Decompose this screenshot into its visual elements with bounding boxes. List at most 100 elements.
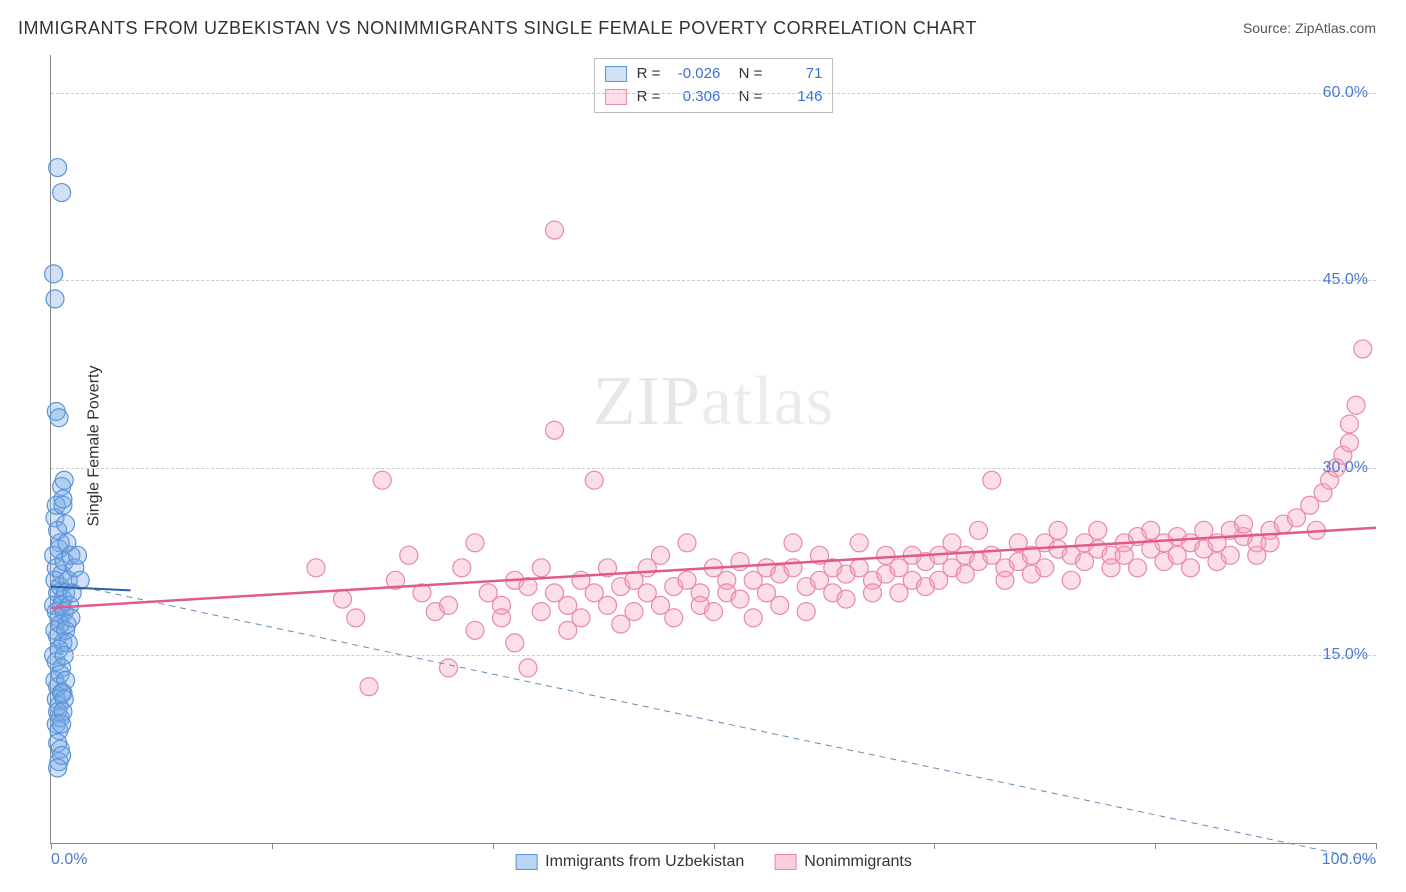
data-point <box>771 596 789 614</box>
data-point <box>50 409 68 427</box>
data-point <box>1049 521 1067 539</box>
x-tick <box>714 843 715 849</box>
data-point <box>347 609 365 627</box>
data-point <box>1221 546 1239 564</box>
data-point <box>1341 434 1359 452</box>
data-point <box>705 603 723 621</box>
data-point <box>599 596 617 614</box>
legend-item-1: Nonimmigrants <box>774 853 912 871</box>
data-point <box>1235 515 1253 533</box>
legend-row-series-0: R = -0.026 N = 71 <box>605 63 823 86</box>
r-value-1: 0.306 <box>670 86 720 109</box>
series-legend: Immigrants from Uzbekistan Nonimmigrants <box>515 853 912 871</box>
data-point <box>797 603 815 621</box>
data-point <box>864 584 882 602</box>
data-point <box>1261 534 1279 552</box>
r-value-0: -0.026 <box>670 63 720 86</box>
data-point <box>493 609 511 627</box>
data-point <box>532 603 550 621</box>
n-label: N = <box>730 63 762 86</box>
data-point <box>506 634 524 652</box>
data-point <box>53 184 71 202</box>
data-point <box>625 603 643 621</box>
data-point <box>49 759 67 777</box>
data-point <box>1182 559 1200 577</box>
data-point <box>69 546 87 564</box>
data-point <box>466 534 484 552</box>
data-point <box>546 221 564 239</box>
r-label: R = <box>637 63 661 86</box>
data-point <box>665 609 683 627</box>
chart-title: IMMIGRANTS FROM UZBEKISTAN VS NONIMMIGRA… <box>18 18 977 39</box>
data-point <box>46 290 64 308</box>
data-point <box>585 471 603 489</box>
data-point <box>1036 559 1054 577</box>
x-tick <box>1376 843 1377 849</box>
y-tick-label: 15.0% <box>1323 646 1368 664</box>
scatter-plot-svg <box>51 55 1376 843</box>
data-point <box>55 471 73 489</box>
data-point <box>53 715 71 733</box>
gridline <box>51 468 1376 469</box>
y-tick-label: 30.0% <box>1323 459 1368 477</box>
data-point <box>1089 521 1107 539</box>
data-point <box>1129 559 1147 577</box>
data-point <box>1341 415 1359 433</box>
x-tick <box>493 843 494 849</box>
gridline <box>51 93 1376 94</box>
data-point <box>784 534 802 552</box>
x-tick <box>51 843 52 849</box>
x-tick <box>272 843 273 849</box>
data-point <box>850 534 868 552</box>
legend-swatch-0 <box>605 66 627 82</box>
trend-line <box>51 528 1376 608</box>
y-tick-label: 60.0% <box>1323 84 1368 102</box>
data-point <box>57 515 75 533</box>
n-value-1: 146 <box>772 86 822 109</box>
data-point <box>572 609 590 627</box>
legend-label-1: Nonimmigrants <box>804 853 912 871</box>
data-point <box>453 559 471 577</box>
data-point <box>731 553 749 571</box>
data-point <box>440 596 458 614</box>
data-point <box>678 534 696 552</box>
data-point <box>983 471 1001 489</box>
legend-swatch-1 <box>605 89 627 105</box>
data-point <box>466 621 484 639</box>
data-point <box>71 571 89 589</box>
data-point <box>1354 340 1372 358</box>
x-tick-label: 100.0% <box>1322 851 1376 869</box>
y-tick-label: 45.0% <box>1323 271 1368 289</box>
x-tick <box>1155 843 1156 849</box>
n-value-0: 71 <box>772 63 822 86</box>
r-label: R = <box>637 86 661 109</box>
legend-item-0: Immigrants from Uzbekistan <box>515 853 744 871</box>
data-point <box>1062 571 1080 589</box>
data-point <box>62 609 80 627</box>
data-point <box>970 521 988 539</box>
data-point <box>360 678 378 696</box>
x-tick <box>934 843 935 849</box>
gridline <box>51 655 1376 656</box>
legend-swatch-bottom-1 <box>774 854 796 870</box>
data-point <box>307 559 325 577</box>
data-point <box>440 659 458 677</box>
data-point <box>996 571 1014 589</box>
data-point <box>546 421 564 439</box>
x-tick-label: 0.0% <box>51 851 87 869</box>
data-point <box>400 546 418 564</box>
data-point <box>334 590 352 608</box>
data-point <box>49 159 67 177</box>
legend-label-0: Immigrants from Uzbekistan <box>545 853 744 871</box>
data-point <box>652 546 670 564</box>
data-point <box>837 590 855 608</box>
chart-plot-area: ZIPatlas R = -0.026 N = 71 R = 0.306 N =… <box>50 55 1376 844</box>
data-point <box>54 490 72 508</box>
source-attribution: Source: ZipAtlas.com <box>1243 20 1376 36</box>
legend-swatch-bottom-0 <box>515 854 537 870</box>
correlation-legend: R = -0.026 N = 71 R = 0.306 N = 146 <box>594 58 834 113</box>
data-point <box>532 559 550 577</box>
gridline <box>51 280 1376 281</box>
n-label: N = <box>730 86 762 109</box>
data-point <box>731 590 749 608</box>
